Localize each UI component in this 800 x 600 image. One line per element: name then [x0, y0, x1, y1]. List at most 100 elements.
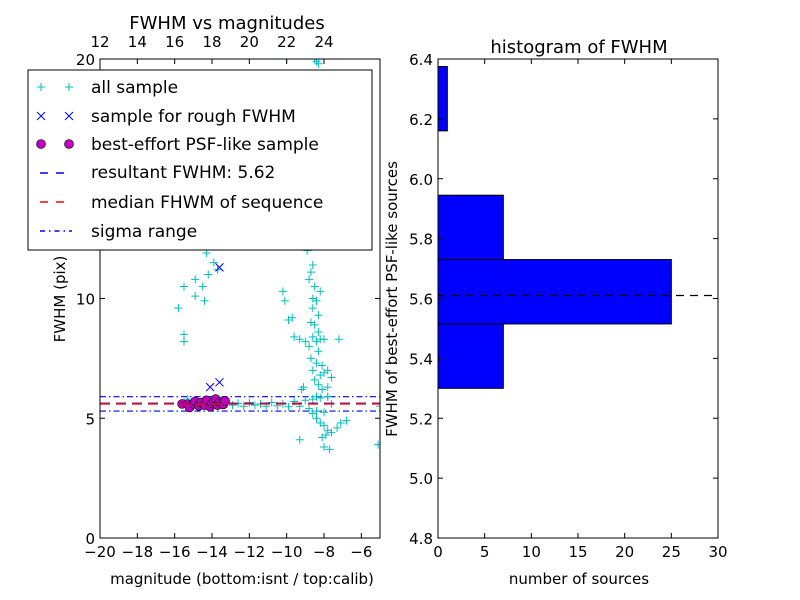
y-tick-label: 0	[85, 530, 95, 548]
all-sample-point	[312, 59, 321, 66]
all-sample-point	[191, 275, 200, 284]
circle-icon	[36, 139, 46, 149]
legend-handle-circle	[36, 139, 74, 149]
x-icon	[64, 111, 74, 121]
plus-marker	[314, 328, 323, 337]
plus-marker	[295, 335, 304, 344]
plus-marker	[308, 332, 317, 341]
psf-sample-point	[220, 396, 230, 406]
rough-sample-point	[215, 263, 224, 272]
plus-marker	[228, 401, 237, 410]
plus-marker	[288, 313, 297, 322]
all-sample-point	[320, 442, 328, 451]
all-sample-point	[198, 282, 207, 291]
all-sample-point	[174, 304, 183, 313]
all-sample-point	[312, 359, 321, 368]
plus-marker	[308, 260, 317, 269]
all-sample-point	[297, 385, 306, 394]
plus-marker	[320, 335, 328, 344]
plus-marker	[305, 404, 314, 413]
y-tick-label: 5.2	[409, 410, 433, 428]
plus-marker	[204, 270, 213, 279]
all-sample-point	[308, 409, 317, 418]
all-sample-point	[301, 396, 310, 405]
all-sample-point	[336, 419, 345, 428]
all-sample-point	[327, 428, 336, 437]
all-sample-point	[305, 342, 314, 351]
all-sample-point	[314, 328, 323, 337]
histogram-bar	[437, 65, 448, 132]
all-sample-point	[308, 332, 317, 341]
all-sample-point	[323, 366, 332, 375]
all-sample-point	[228, 401, 237, 410]
all-sample-point	[376, 402, 380, 411]
all-sample-point	[295, 435, 304, 444]
histogram-x-ticks: 0 5 10 15 20 25 30	[433, 59, 728, 561]
all-sample-point	[327, 373, 336, 382]
all-sample-point	[310, 59, 319, 63]
x-tick-label: 10	[522, 543, 541, 561]
y-tick-label: 20	[76, 51, 95, 69]
all-sample-point	[312, 337, 321, 346]
all-sample-point	[308, 395, 317, 404]
y-axis-ticks: 0 5 10 20	[76, 51, 380, 548]
plus-marker	[334, 335, 343, 344]
plus-marker	[310, 282, 319, 291]
plus-marker	[312, 359, 321, 368]
all-sample-point	[288, 313, 297, 322]
plus-marker	[305, 342, 314, 351]
plus-marker	[323, 392, 332, 401]
plus-marker	[316, 287, 325, 296]
plus-marker	[239, 402, 248, 411]
all-sample-point	[308, 366, 317, 375]
all-sample-point	[306, 354, 315, 363]
x-icon	[36, 111, 46, 121]
all-sample-point	[321, 431, 330, 440]
plus-icon	[37, 83, 45, 91]
top-tick-label: 16	[165, 33, 184, 51]
all-sample-point	[290, 332, 299, 341]
x-tick-label: 0	[433, 543, 443, 561]
x-tick-label: −18	[122, 543, 154, 561]
all-sample-point	[374, 440, 380, 449]
all-sample-point	[209, 258, 218, 267]
plus-marker	[312, 59, 321, 66]
all-sample-point	[334, 335, 343, 344]
legend-label-sigma-range: sigma range	[91, 222, 197, 242]
plus-marker	[321, 431, 330, 440]
legend-label-median-fwhm: median FHWM of sequence	[91, 193, 323, 213]
all-sample-point	[333, 423, 342, 432]
all-sample-point	[316, 393, 325, 402]
y-tick-label: 5.8	[409, 231, 433, 249]
plus-marker	[320, 408, 328, 417]
plus-marker	[342, 416, 351, 425]
all-sample-point	[323, 383, 332, 392]
legend-box	[27, 69, 373, 251]
x-tick-label: −6	[350, 543, 372, 561]
all-sample-point	[280, 296, 289, 305]
all-sample-point	[267, 398, 276, 407]
all-sample-point	[314, 311, 323, 320]
x-axis-ticks: −20 −18 −16 −14 −12 −10 −8 −6	[84, 533, 372, 561]
all-sample-point	[284, 402, 293, 411]
all-sample-point	[320, 335, 328, 344]
x-marker	[215, 377, 224, 387]
x-tick-label: −20	[84, 543, 116, 561]
all-sample-point	[314, 380, 323, 389]
rough-sample-point	[205, 382, 215, 392]
all-sample-point	[314, 347, 323, 356]
plus-marker	[312, 337, 321, 346]
plus-marker	[308, 409, 317, 418]
plus-marker	[323, 366, 332, 375]
x-tick-label: 25	[662, 543, 681, 561]
legend-handles	[36, 83, 74, 232]
legend-handle-plus	[37, 83, 73, 91]
histogram-title: histogram of FWHM	[490, 37, 667, 58]
plus-marker	[316, 393, 325, 402]
top-tick-label: 18	[202, 33, 221, 51]
histogram-bar	[437, 323, 504, 389]
plus-marker	[295, 435, 304, 444]
all-sample-point	[312, 414, 321, 423]
all-sample-point	[180, 282, 188, 291]
plus-marker	[310, 59, 319, 63]
